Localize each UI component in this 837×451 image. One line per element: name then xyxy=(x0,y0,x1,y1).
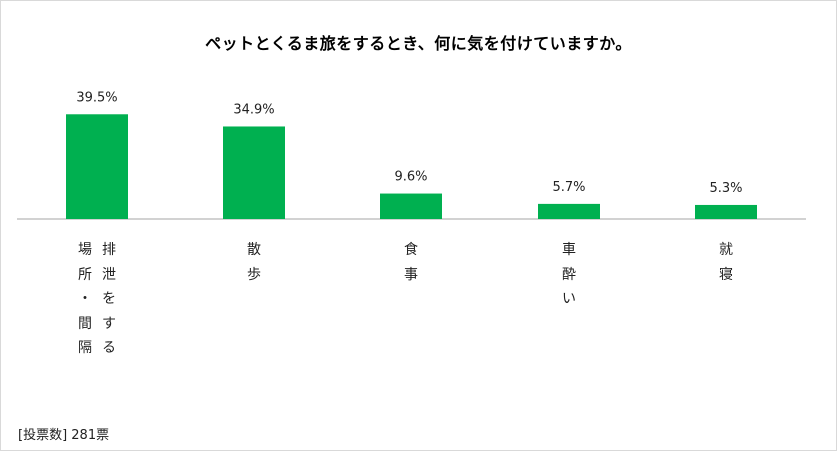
data-label-2: 9.6% xyxy=(394,170,427,185)
category-label-0-col-0: 排泄をする xyxy=(102,242,116,356)
bar-1 xyxy=(223,126,285,219)
category-label-3-col-0: 車酔い xyxy=(562,242,576,307)
bar-4 xyxy=(695,204,757,219)
chart-title: ペットとくるま旅をするとき、何に気を付けていますか。 xyxy=(205,34,632,53)
data-label-1: 34.9% xyxy=(233,102,274,117)
data-label-4: 5.3% xyxy=(709,181,742,196)
category-label-0-col-1: 場所・間隔 xyxy=(78,242,92,356)
data-label-3: 5.7% xyxy=(552,180,585,195)
data-label-0: 39.5% xyxy=(76,90,117,105)
footnote: [投票数] 281票 xyxy=(18,428,110,443)
category-label-1-col-0: 散歩 xyxy=(247,242,261,283)
bar-2 xyxy=(380,193,442,219)
bar-3 xyxy=(538,203,600,219)
bar-0 xyxy=(66,114,128,219)
category-label-4-col-0: 就寝 xyxy=(719,242,733,283)
category-label-2-col-0: 食事 xyxy=(404,242,418,283)
